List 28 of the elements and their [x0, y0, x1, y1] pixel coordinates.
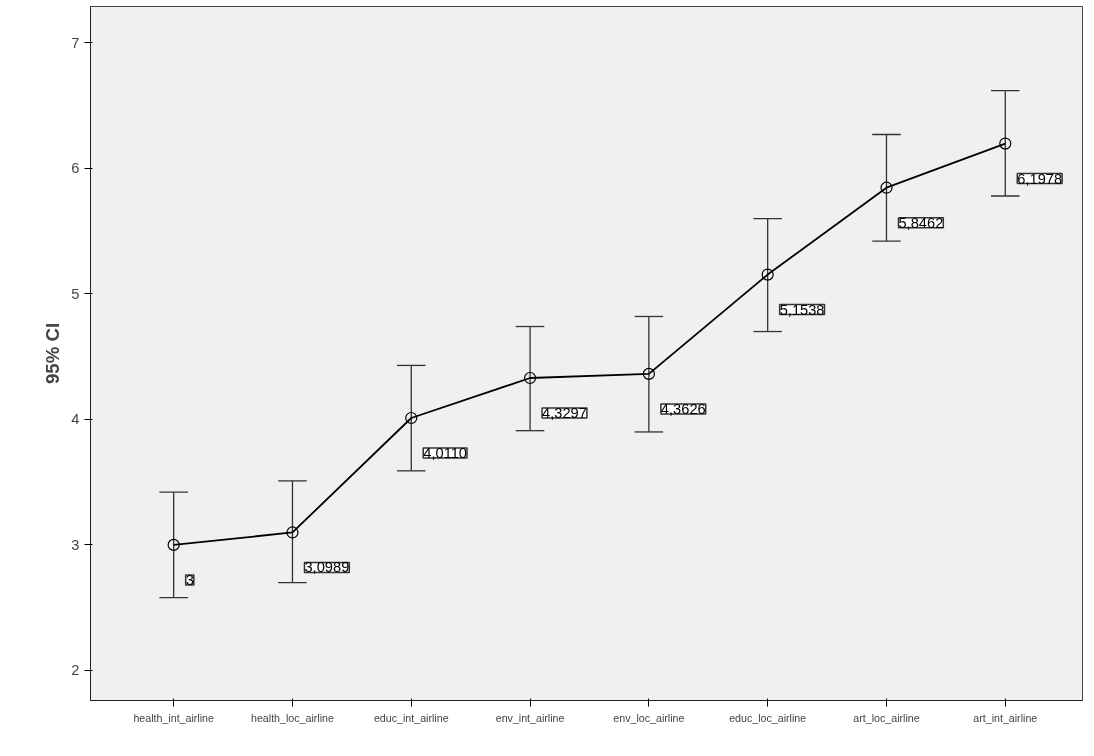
x-tick-label: health_loc_airline [250, 711, 335, 724]
point [167, 538, 180, 551]
x-tick-label: env_int_airline [495, 711, 565, 724]
y-tick-label: 3 [71, 536, 80, 553]
data-label: 3,0989 [304, 559, 350, 576]
y-tick-label: 4 [71, 411, 80, 428]
x-tick-label: env_loc_airline [613, 711, 685, 724]
y-axis-title: 95% CI [42, 322, 64, 385]
y-tick-label: 7 [71, 34, 80, 51]
x-tick-label: educ_int_airline [373, 711, 449, 724]
point [286, 526, 299, 539]
point [999, 137, 1012, 150]
point [880, 181, 893, 194]
x-tick-label: educ_loc_airline [729, 711, 807, 724]
point [642, 367, 655, 380]
x-tick-label: art_loc_airline [853, 711, 920, 724]
x-tick-label: health_int_airline [133, 711, 215, 724]
y-tick-label: 6 [71, 160, 80, 177]
point [523, 371, 537, 385]
data-label: 5,8462 [898, 214, 944, 231]
data-label: 5,1538 [779, 301, 825, 318]
y-tick-label: 2 [71, 662, 80, 679]
x-tick-label: art_int_airline [973, 711, 1038, 724]
data-label: 4,3626 [660, 400, 706, 417]
point [761, 268, 774, 281]
data-label: 6,1978 [1017, 170, 1063, 187]
point [405, 411, 418, 425]
y-tick-label: 5 [71, 285, 80, 302]
